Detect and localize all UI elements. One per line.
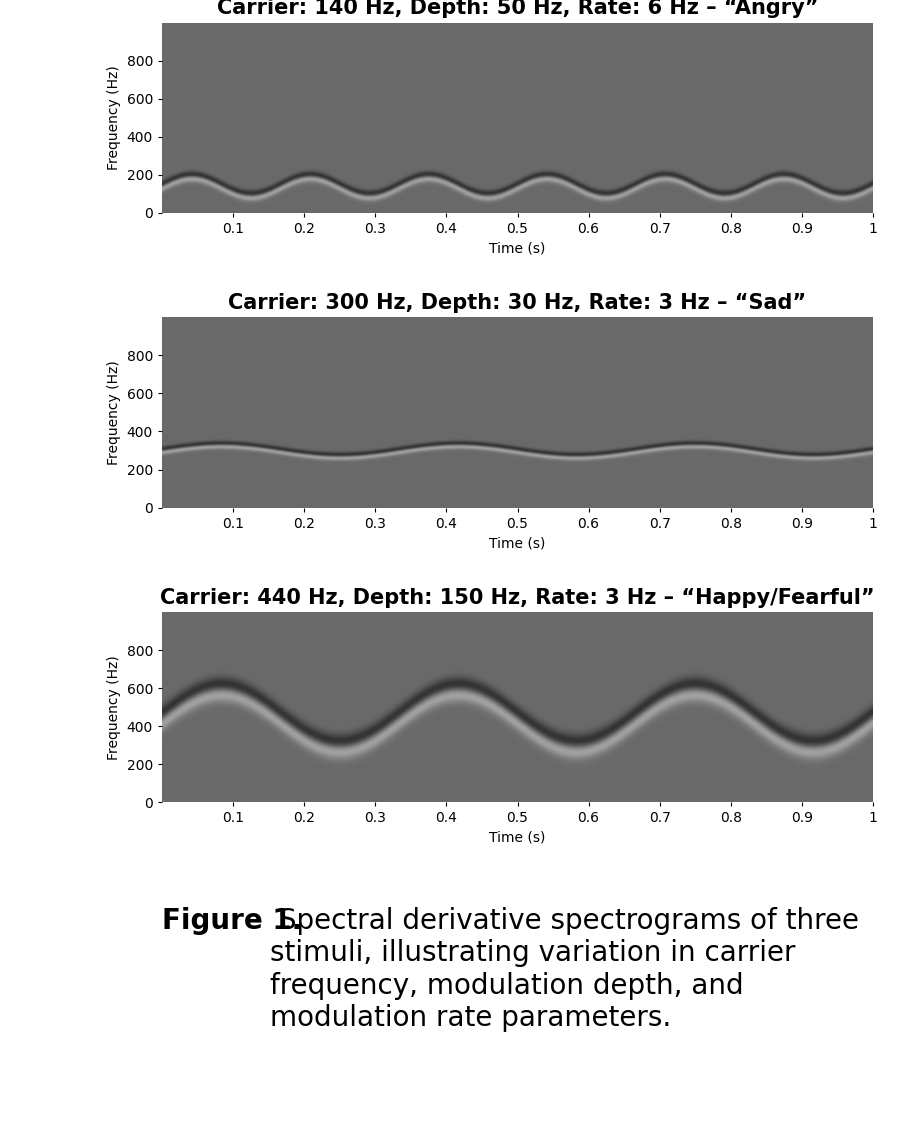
Title: Carrier: 440 Hz, Depth: 150 Hz, Rate: 3 Hz – “Happy/Fearful”: Carrier: 440 Hz, Depth: 150 Hz, Rate: 3 … bbox=[160, 588, 875, 607]
Text: Figure 1.: Figure 1. bbox=[162, 907, 302, 935]
X-axis label: Time (s): Time (s) bbox=[490, 241, 545, 256]
Y-axis label: Frequency (Hz): Frequency (Hz) bbox=[107, 655, 121, 760]
X-axis label: Time (s): Time (s) bbox=[490, 536, 545, 550]
Y-axis label: Frequency (Hz): Frequency (Hz) bbox=[107, 66, 121, 170]
Text: Spectral derivative spectrograms of three stimuli, illustrating variation in car: Spectral derivative spectrograms of thre… bbox=[270, 907, 860, 1033]
Y-axis label: Frequency (Hz): Frequency (Hz) bbox=[107, 360, 121, 465]
X-axis label: Time (s): Time (s) bbox=[490, 831, 545, 845]
Title: Carrier: 300 Hz, Depth: 30 Hz, Rate: 3 Hz – “Sad”: Carrier: 300 Hz, Depth: 30 Hz, Rate: 3 H… bbox=[229, 293, 806, 313]
Title: Carrier: 140 Hz, Depth: 50 Hz, Rate: 6 Hz – “Angry”: Carrier: 140 Hz, Depth: 50 Hz, Rate: 6 H… bbox=[217, 0, 818, 18]
